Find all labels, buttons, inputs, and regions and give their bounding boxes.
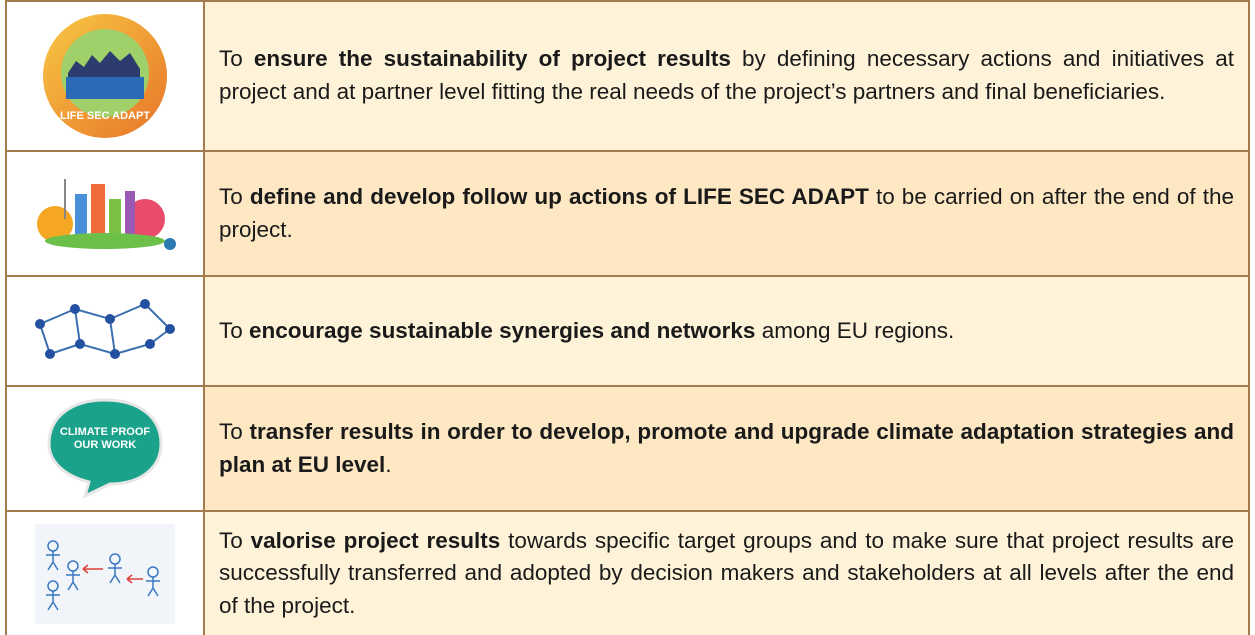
objective-text: To ensure the sustainability of project …: [203, 0, 1250, 152]
text: by defining necessary actions and initia…: [219, 46, 1234, 104]
icon-cell: [5, 275, 205, 387]
row: CLIMATE PROOF OUR WORK To transfer resul…: [5, 385, 1250, 512]
logo-text: LIFE SEC ADAPT: [60, 110, 150, 122]
icon-cell: LIFE SEC ADAPT: [5, 0, 205, 152]
objective-text: To encourage sustainable synergies and n…: [203, 275, 1250, 387]
city-icon: [37, 178, 176, 250]
icon-cell: [5, 150, 205, 277]
network-icon: [35, 298, 175, 359]
text: To: [219, 527, 251, 553]
objective-text: To define and develop follow up actions …: [203, 150, 1250, 277]
text: to be carried on after the end of the pr…: [219, 183, 1235, 242]
objective-text: To transfer results in order to develop,…: [203, 385, 1250, 512]
people-icon: [35, 523, 175, 624]
icon-cell: CLIMATE PROOF OUR WORK: [5, 385, 205, 512]
logo-icon: LIFE SEC ADAPT: [43, 14, 167, 138]
text: To: [219, 418, 250, 444]
bold-text: ensure the sustainability of project res…: [253, 46, 731, 72]
bold-text: transfer results in order to develop, pr…: [219, 418, 1234, 477]
row: To valorise project results towards spec…: [5, 510, 1250, 635]
icon-cell: [5, 510, 205, 635]
text: To: [219, 183, 250, 209]
speech-bubble-icon: CLIMATE PROOF OUR WORK: [47, 398, 163, 499]
text: To: [219, 46, 254, 72]
bold-text: valorise project results: [250, 527, 501, 553]
bubble-text: CLIMATE PROOF OUR WORK: [59, 426, 151, 452]
row: LIFE SEC ADAPT To ensure the sustainabil…: [5, 0, 1250, 152]
objective-text: To valorise project results towards spec…: [203, 510, 1250, 635]
text: .: [385, 451, 392, 477]
text: towards specific target groups and to ma…: [219, 527, 1235, 618]
text: To: [219, 317, 250, 343]
row: To define and develop follow up actions …: [5, 150, 1250, 277]
objectives-table: LIFE SEC ADAPT To ensure the sustainabil…: [5, 0, 1250, 635]
row: To encourage sustainable synergies and n…: [5, 275, 1250, 387]
bold-text: define and develop follow up actions of …: [249, 183, 869, 209]
text: among EU regions.: [755, 317, 955, 343]
bold-text: encourage sustainable synergies and netw…: [249, 317, 756, 343]
